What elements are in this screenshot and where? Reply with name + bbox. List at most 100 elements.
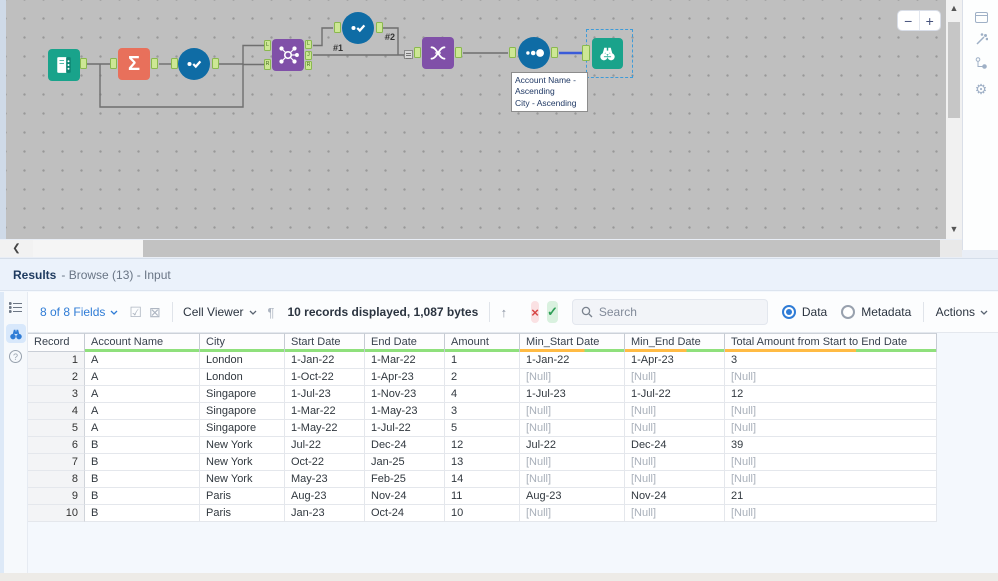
magic-wand-icon[interactable] xyxy=(963,28,998,50)
deselect-fields-icon[interactable]: ⊠ xyxy=(148,303,161,320)
table-cell[interactable]: B xyxy=(85,471,200,488)
table-cell[interactable]: [Null] xyxy=(520,471,625,488)
table-cell[interactable]: 1-Apr-23 xyxy=(365,369,445,386)
canvas-vertical-scrollbar[interactable]: ▲ ▼ xyxy=(946,0,962,239)
row-number-cell[interactable]: 4 xyxy=(28,403,85,420)
table-cell[interactable]: 1-Mar-22 xyxy=(285,403,365,420)
layout-panel-icon[interactable] xyxy=(963,6,998,28)
table-cell[interactable]: 1-Nov-23 xyxy=(365,386,445,403)
input-data-tool[interactable] xyxy=(48,49,80,81)
table-cell[interactable]: [Null] xyxy=(625,505,725,522)
fields-selector[interactable]: 8 of 8 Fields xyxy=(40,305,118,319)
cell-viewer-dropdown[interactable]: Cell Viewer xyxy=(183,305,256,319)
table-cell[interactable]: Oct-22 xyxy=(285,454,365,471)
scroll-down-arrow[interactable]: ▼ xyxy=(949,224,959,234)
actions-dropdown[interactable]: Actions xyxy=(936,305,988,319)
table-cell[interactable]: 1-Jul-22 xyxy=(625,386,725,403)
cancel-button[interactable]: × xyxy=(531,301,539,323)
column-header[interactable]: Record xyxy=(28,333,85,352)
table-cell[interactable]: 5 xyxy=(445,420,520,437)
table-cell[interactable]: 11 xyxy=(445,488,520,505)
table-cell[interactable]: 1-Jul-22 xyxy=(365,420,445,437)
table-cell[interactable]: London xyxy=(200,352,285,369)
browse-tool[interactable] xyxy=(592,38,623,69)
table-cell[interactable]: 13 xyxy=(445,454,520,471)
table-cell[interactable]: B xyxy=(85,454,200,471)
table-cell[interactable]: 1-Jul-23 xyxy=(520,386,625,403)
table-cell[interactable]: 4 xyxy=(445,386,520,403)
column-header[interactable]: End Date xyxy=(365,333,445,352)
table-cell[interactable]: 3 xyxy=(445,403,520,420)
table-cell[interactable]: [Null] xyxy=(725,505,937,522)
multi-row-formula-tool-2[interactable] xyxy=(342,12,374,44)
table-cell[interactable]: [Null] xyxy=(725,471,937,488)
table-cell[interactable]: [Null] xyxy=(520,369,625,386)
table-cell[interactable]: Paris xyxy=(200,488,285,505)
table-cell[interactable]: A xyxy=(85,386,200,403)
table-cell[interactable]: Jul-22 xyxy=(520,437,625,454)
table-cell[interactable]: B xyxy=(85,488,200,505)
table-cell[interactable]: Singapore xyxy=(200,386,285,403)
table-cell[interactable]: 2 xyxy=(445,369,520,386)
row-number-cell[interactable]: 8 xyxy=(28,471,85,488)
workflow-canvas[interactable]: Σ L R xyxy=(0,0,946,239)
pilcrow-icon[interactable]: ¶ xyxy=(267,304,275,320)
table-cell[interactable]: [Null] xyxy=(625,403,725,420)
table-cell[interactable]: [Null] xyxy=(520,403,625,420)
table-cell[interactable]: 3 xyxy=(725,352,937,369)
upload-arrow-icon[interactable]: ↑ xyxy=(500,304,508,320)
column-header[interactable]: Start Date xyxy=(285,333,365,352)
scroll-left-arrow[interactable]: ❮ xyxy=(0,240,33,257)
table-cell[interactable]: [Null] xyxy=(520,505,625,522)
column-header[interactable]: Account Name xyxy=(85,333,200,352)
column-header[interactable]: Amount xyxy=(445,333,520,352)
table-cell[interactable]: 1-May-22 xyxy=(285,420,365,437)
row-number-cell[interactable]: 7 xyxy=(28,454,85,471)
row-number-cell[interactable]: 10 xyxy=(28,505,85,522)
table-cell[interactable]: B xyxy=(85,437,200,454)
table-cell[interactable]: Singapore xyxy=(200,420,285,437)
table-cell[interactable]: Jan-25 xyxy=(365,454,445,471)
table-cell[interactable]: A xyxy=(85,403,200,420)
table-cell[interactable]: Dec-24 xyxy=(365,437,445,454)
data-radio[interactable]: Data xyxy=(781,305,827,319)
table-cell[interactable]: Jan-23 xyxy=(285,505,365,522)
table-cell[interactable]: Nov-24 xyxy=(625,488,725,505)
table-cell[interactable]: May-23 xyxy=(285,471,365,488)
row-number-cell[interactable]: 1 xyxy=(28,352,85,369)
table-cell[interactable]: 1-May-23 xyxy=(365,403,445,420)
row-number-cell[interactable]: 3 xyxy=(28,386,85,403)
table-cell[interactable]: A xyxy=(85,369,200,386)
table-cell[interactable]: 21 xyxy=(725,488,937,505)
table-cell[interactable]: [Null] xyxy=(520,454,625,471)
hscroll-thumb[interactable] xyxy=(143,240,940,257)
sort-tool[interactable] xyxy=(518,37,550,69)
metadata-radio[interactable]: Metadata xyxy=(841,305,911,319)
messages-list-icon[interactable] xyxy=(6,298,26,317)
table-cell[interactable]: 1-Oct-22 xyxy=(285,369,365,386)
table-cell[interactable]: Aug-23 xyxy=(520,488,625,505)
join-tool[interactable] xyxy=(272,39,304,71)
canvas-horizontal-scrollbar[interactable]: ❮ xyxy=(0,240,962,257)
table-cell[interactable]: [Null] xyxy=(725,403,937,420)
search-input[interactable] xyxy=(598,305,759,319)
table-cell[interactable]: 1-Jan-22 xyxy=(520,352,625,369)
table-cell[interactable]: 1-Jul-23 xyxy=(285,386,365,403)
table-cell[interactable]: Jul-22 xyxy=(285,437,365,454)
table-cell[interactable]: New York xyxy=(200,454,285,471)
table-cell[interactable]: Paris xyxy=(200,505,285,522)
union-tool[interactable] xyxy=(422,37,454,69)
help-icon[interactable]: ? xyxy=(9,350,22,363)
table-cell[interactable]: [Null] xyxy=(725,369,937,386)
column-header[interactable]: City xyxy=(200,333,285,352)
table-cell[interactable]: [Null] xyxy=(625,369,725,386)
vscroll-thumb[interactable] xyxy=(948,22,960,118)
table-cell[interactable]: 1 xyxy=(445,352,520,369)
browse-results-icon[interactable] xyxy=(5,324,26,343)
column-header[interactable]: Total Amount from Start to End Date xyxy=(725,333,937,352)
multi-row-formula-tool[interactable] xyxy=(178,48,210,80)
search-box[interactable] xyxy=(571,299,768,325)
table-cell[interactable]: B xyxy=(85,505,200,522)
table-cell[interactable]: 1-Mar-22 xyxy=(365,352,445,369)
column-header[interactable]: Min_Start Date xyxy=(520,333,625,352)
